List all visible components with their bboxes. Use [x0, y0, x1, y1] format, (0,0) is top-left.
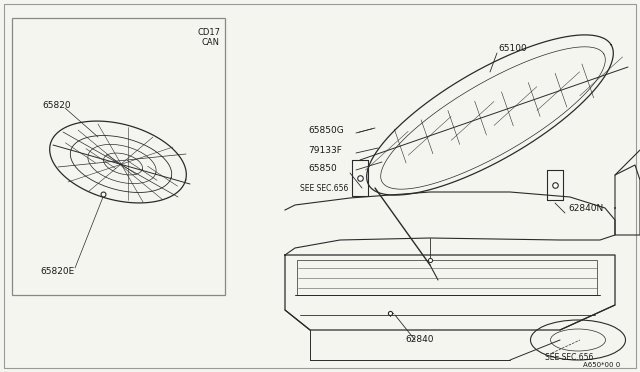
Text: CAN: CAN [202, 38, 220, 47]
Text: 65100: 65100 [498, 44, 527, 52]
Text: SEE SEC.656: SEE SEC.656 [300, 183, 348, 192]
Text: A650*00 0: A650*00 0 [583, 362, 620, 368]
Text: 65820: 65820 [42, 100, 70, 109]
Text: SEE SEC.656: SEE SEC.656 [545, 353, 593, 362]
Text: 65850G: 65850G [308, 125, 344, 135]
Text: 62840N: 62840N [568, 203, 604, 212]
Bar [12, 18, 225, 295]
Text: CD17: CD17 [197, 28, 220, 37]
Text: 79133F: 79133F [308, 145, 342, 154]
Bar [297, 260, 597, 295]
Text: 65850: 65850 [308, 164, 337, 173]
Text: 65820E: 65820E [40, 267, 74, 276]
Text: 62840: 62840 [405, 336, 433, 344]
